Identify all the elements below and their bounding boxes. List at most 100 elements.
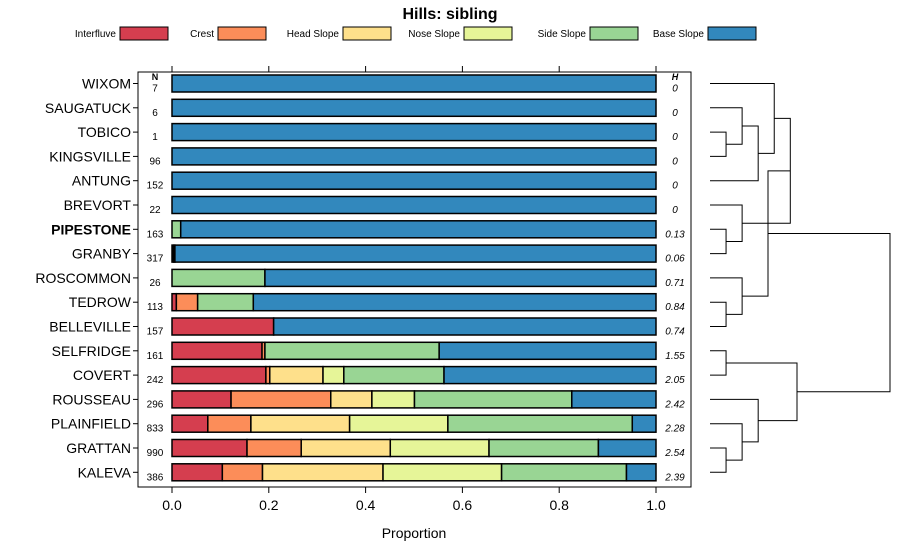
- bar-segment: [246, 438, 302, 458]
- bar-segment: [571, 390, 657, 409]
- bar-segment: [175, 292, 199, 312]
- n-value: 833: [147, 424, 164, 435]
- category-label: KALEVA: [78, 464, 132, 480]
- category-label: GRATTAN: [66, 440, 131, 456]
- category-label: PLAINFIELD: [51, 416, 131, 432]
- category-label: ROSCOMMON: [35, 270, 131, 286]
- h-value: 2.05: [664, 375, 685, 386]
- legend-swatch-0: [119, 26, 169, 41]
- category-label: SELFRIDGE: [52, 343, 131, 359]
- n-value: 386: [147, 472, 164, 483]
- bar-segment: [171, 268, 266, 288]
- category-label: ANTUNG: [72, 173, 131, 189]
- bar-segment: [174, 244, 657, 263]
- bar-segment: [631, 414, 657, 433]
- n-value: 242: [147, 375, 164, 386]
- h-column-header: H: [672, 72, 679, 82]
- bar-segment: [488, 438, 600, 458]
- bar-segment: [171, 463, 224, 482]
- legend-label-2: Head Slope: [287, 29, 340, 40]
- category-label: BREVORT: [64, 197, 132, 213]
- bar-segment: [264, 341, 440, 361]
- bar-segment: [438, 341, 657, 361]
- n-value: 113: [147, 302, 163, 313]
- bar-segment: [322, 365, 345, 385]
- n-column-header: N: [152, 72, 159, 82]
- bar-segment: [389, 438, 490, 458]
- h-value: 0: [672, 181, 678, 192]
- n-value: 26: [149, 278, 161, 289]
- category-label: TEDROW: [69, 294, 132, 310]
- h-value: 0: [672, 205, 678, 216]
- bar-segment: [264, 268, 657, 288]
- h-value: 0.74: [665, 327, 685, 338]
- bar-segment: [272, 317, 657, 336]
- legend-swatch-4: [589, 26, 639, 41]
- x-tick-label: 0.8: [549, 497, 569, 513]
- h-value: 2.42: [664, 399, 685, 410]
- n-value: 296: [147, 399, 164, 410]
- bar-segment: [171, 74, 657, 93]
- bar-segment: [269, 365, 324, 385]
- n-value: 22: [149, 205, 161, 216]
- bar-segment: [250, 414, 351, 433]
- bar-segment: [625, 463, 657, 482]
- bar-segment: [252, 292, 657, 312]
- category-label: BELLEVILLE: [49, 319, 131, 335]
- bar-segment: [261, 463, 384, 482]
- bar-segment: [348, 414, 449, 433]
- h-value: 0.71: [665, 278, 684, 289]
- legend-swatch-1: [217, 26, 267, 41]
- category-label: PIPESTONE: [51, 221, 131, 237]
- h-value: 2.39: [664, 472, 685, 483]
- bar-segment: [500, 463, 628, 482]
- h-value: 1.55: [665, 351, 685, 362]
- h-value: 0: [672, 156, 678, 167]
- category-label: KINGSVILLE: [49, 148, 131, 164]
- bar-segment: [300, 438, 392, 458]
- bar-segment: [179, 220, 657, 239]
- n-value: 1: [152, 132, 158, 143]
- dendrogram-link: [710, 447, 727, 473]
- bar-segment: [171, 98, 657, 118]
- category-label: SAUGATUCK: [45, 100, 132, 116]
- n-value: 161: [147, 351, 164, 362]
- x-tick-label: 0.6: [453, 497, 473, 513]
- h-value: 0: [672, 108, 678, 119]
- dendrogram-link: [710, 131, 727, 157]
- category-label: WIXOM: [82, 76, 131, 92]
- legend-label-1: Crest: [190, 29, 214, 40]
- bar-segment: [371, 390, 416, 409]
- h-value: 0.06: [665, 254, 685, 265]
- n-value: 163: [147, 229, 164, 240]
- h-value: 0.13: [665, 229, 685, 240]
- bar-segment: [171, 147, 657, 166]
- bar-rows: WIXOM 7 0 SAUGATUCK 6 0 TOBICO 1 0 KINGSVILLE 96 0 A…: [35, 74, 685, 483]
- dendrogram-link: [768, 232, 891, 393]
- legend-label-0: Interfluve: [75, 29, 117, 40]
- dendrogram-link: [710, 228, 727, 255]
- h-value: 2.54: [664, 448, 685, 459]
- dendrogram-link: [710, 301, 727, 327]
- bar-segment: [171, 171, 657, 190]
- n-value: 96: [149, 156, 161, 167]
- bar-segment: [597, 438, 657, 458]
- legend-swatch-2: [342, 26, 392, 41]
- legend-swatch-5: [707, 26, 757, 41]
- h-value: 0: [672, 84, 678, 95]
- x-tick-label: 1.0: [646, 497, 666, 513]
- dendrogram-link: [710, 350, 727, 376]
- bar-segment: [171, 365, 267, 385]
- legend-label-5: Base Slope: [653, 29, 705, 40]
- category-label: ROUSSEAU: [52, 391, 131, 407]
- legend-label-3: Nose Slope: [408, 29, 460, 40]
- n-value: 6: [152, 108, 158, 119]
- bar-segment: [171, 414, 209, 433]
- x-axis-label: Proportion: [382, 525, 447, 541]
- bar-segment: [171, 220, 182, 239]
- category-label: GRANBY: [72, 246, 132, 262]
- bar-segment: [343, 365, 445, 385]
- x-tick-label: 0.4: [356, 497, 376, 513]
- bar-segment: [196, 292, 255, 312]
